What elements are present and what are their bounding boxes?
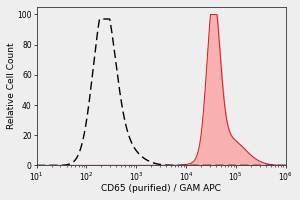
- X-axis label: CD65 (purified) / GAM APC: CD65 (purified) / GAM APC: [101, 184, 221, 193]
- Y-axis label: Relative Cell Count: Relative Cell Count: [7, 43, 16, 129]
